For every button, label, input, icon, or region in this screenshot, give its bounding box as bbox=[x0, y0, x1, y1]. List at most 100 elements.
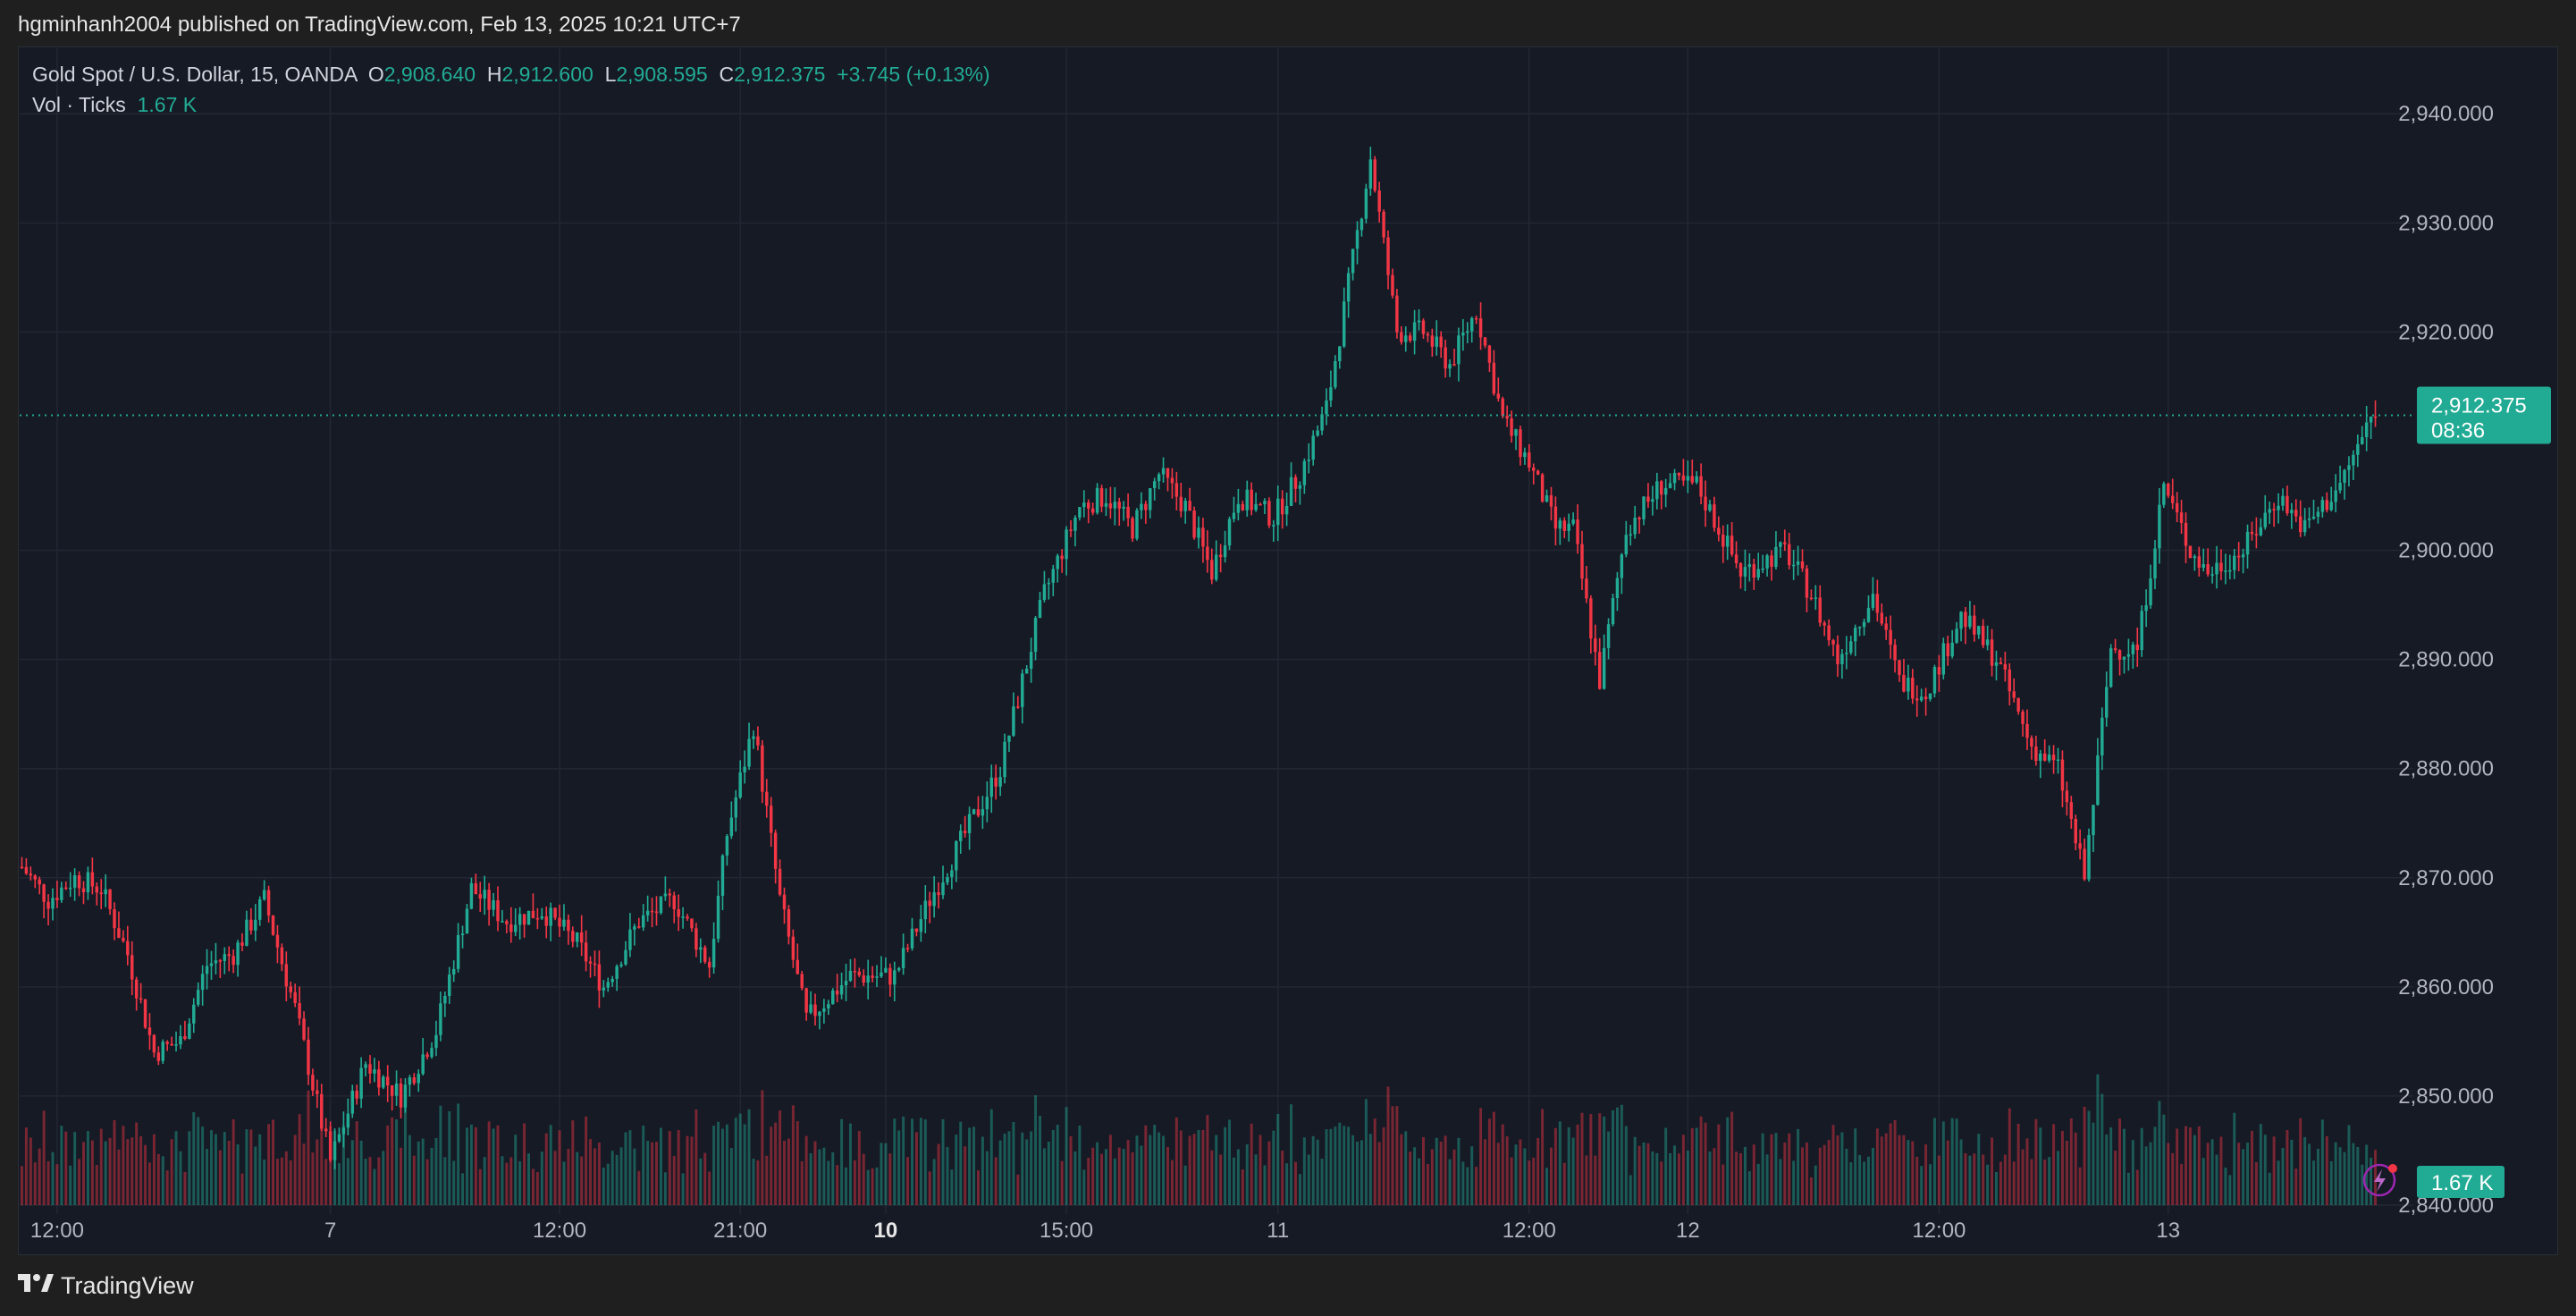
volume-bar bbox=[796, 1121, 799, 1205]
candle-body bbox=[399, 1083, 403, 1108]
candle-body bbox=[2316, 511, 2320, 517]
volume-bar bbox=[1752, 1144, 1755, 1205]
candle-body bbox=[2245, 531, 2250, 555]
candle-body bbox=[1461, 333, 1465, 336]
candle-body bbox=[1964, 612, 1967, 628]
candle-body bbox=[1444, 347, 1447, 369]
volume-bar bbox=[324, 1159, 328, 1205]
candle-body bbox=[501, 921, 504, 923]
candle-body bbox=[1051, 569, 1056, 583]
candle-body bbox=[1805, 568, 1809, 598]
candle-body bbox=[2298, 516, 2302, 533]
candle-body bbox=[813, 1004, 817, 1017]
volume-bar bbox=[848, 1123, 852, 1205]
volume-bar bbox=[452, 1160, 456, 1205]
candle-body bbox=[1809, 597, 1814, 600]
volume-bar bbox=[804, 1135, 808, 1205]
volume-bar bbox=[78, 1159, 81, 1205]
candle-body bbox=[2069, 802, 2074, 820]
candle-body bbox=[38, 879, 41, 885]
candle-body bbox=[337, 1134, 341, 1142]
price-tick-label: 2,930.000 bbox=[2398, 211, 2494, 235]
volume-bar bbox=[174, 1131, 178, 1205]
volume-bar bbox=[2294, 1168, 2298, 1205]
volume-bar bbox=[1553, 1127, 1557, 1205]
volume-bar bbox=[1633, 1136, 1637, 1205]
volume-label: Vol · Ticks bbox=[32, 93, 126, 116]
candle-body bbox=[866, 975, 870, 983]
volume-bar bbox=[501, 1156, 504, 1205]
volume-bar bbox=[589, 1139, 593, 1205]
volume-bar bbox=[1391, 1106, 1394, 1205]
volume-bar bbox=[783, 1140, 786, 1205]
candle-body bbox=[1140, 503, 1143, 510]
candle-body bbox=[2012, 691, 2016, 698]
candle-body bbox=[350, 1091, 355, 1114]
candle-body bbox=[1386, 237, 1390, 275]
volume-bar bbox=[1236, 1149, 1240, 1205]
volume-bar bbox=[1426, 1163, 1429, 1205]
candle-body bbox=[1492, 362, 1496, 394]
volume-bar bbox=[82, 1142, 85, 1205]
volume-bar bbox=[1149, 1135, 1152, 1205]
volume-bar bbox=[998, 1140, 1002, 1205]
volume-bar bbox=[469, 1124, 473, 1205]
candle-body bbox=[192, 1004, 196, 1024]
candle-body bbox=[1849, 641, 1853, 654]
candle-body bbox=[108, 889, 112, 909]
candle-body bbox=[1959, 612, 1963, 629]
volume-bar bbox=[1783, 1142, 1787, 1205]
candle-body bbox=[1655, 481, 1659, 500]
candle-body bbox=[1338, 346, 1342, 361]
candle-body bbox=[1734, 554, 1738, 564]
candle-body bbox=[1483, 337, 1487, 346]
volume-bar bbox=[1655, 1152, 1659, 1205]
candle-body bbox=[439, 1003, 442, 1035]
candle-body bbox=[606, 982, 610, 988]
candle-body bbox=[831, 990, 835, 1005]
volume-bar bbox=[1158, 1132, 1161, 1205]
volume-bar bbox=[434, 1137, 438, 1205]
candle-body bbox=[1549, 495, 1553, 507]
candle-body bbox=[663, 893, 668, 897]
volume-value: 1.67 K bbox=[137, 93, 198, 116]
volume-bar bbox=[633, 1148, 636, 1205]
volume-bar bbox=[836, 1165, 839, 1205]
volume-bar bbox=[245, 1129, 248, 1205]
candle-body bbox=[1651, 499, 1654, 502]
volume-bar bbox=[218, 1150, 222, 1205]
volume-bar bbox=[946, 1147, 949, 1205]
candle-body bbox=[2236, 555, 2241, 558]
candle-body bbox=[1510, 418, 1513, 436]
volume-bar bbox=[1065, 1107, 1068, 1205]
volume-bar bbox=[1884, 1133, 1888, 1205]
candle-body bbox=[761, 745, 764, 792]
candle-body bbox=[1417, 320, 1421, 323]
volume-bar bbox=[69, 1165, 72, 1205]
candle-body bbox=[2286, 495, 2289, 514]
volume-bar bbox=[1946, 1140, 1949, 1205]
candle-body bbox=[46, 901, 50, 909]
volume-bar bbox=[2078, 1167, 2082, 1205]
candle-body bbox=[531, 910, 535, 918]
volume-bar bbox=[2083, 1106, 2086, 1205]
candle-body bbox=[1708, 504, 1712, 510]
chart-pane[interactable] bbox=[18, 46, 2558, 1255]
candle-body bbox=[1717, 527, 1721, 536]
volume-bar bbox=[1051, 1130, 1055, 1205]
candle-body bbox=[2373, 416, 2378, 418]
volume-bar bbox=[487, 1121, 491, 1205]
tradingview-logo[interactable]: TradingView bbox=[18, 1271, 194, 1300]
candle-body bbox=[1893, 645, 1897, 661]
volume-bar bbox=[139, 1135, 143, 1205]
candle-body bbox=[2030, 738, 2033, 747]
volume-bar bbox=[417, 1141, 420, 1205]
volume-bar bbox=[1091, 1147, 1095, 1205]
lightning-icon-ring bbox=[2362, 1163, 2396, 1197]
volume-bar bbox=[1809, 1177, 1813, 1205]
candle-body bbox=[967, 814, 972, 833]
candle-body bbox=[637, 926, 641, 928]
volume-bar bbox=[2122, 1128, 2126, 1205]
volume-bar bbox=[725, 1124, 728, 1205]
